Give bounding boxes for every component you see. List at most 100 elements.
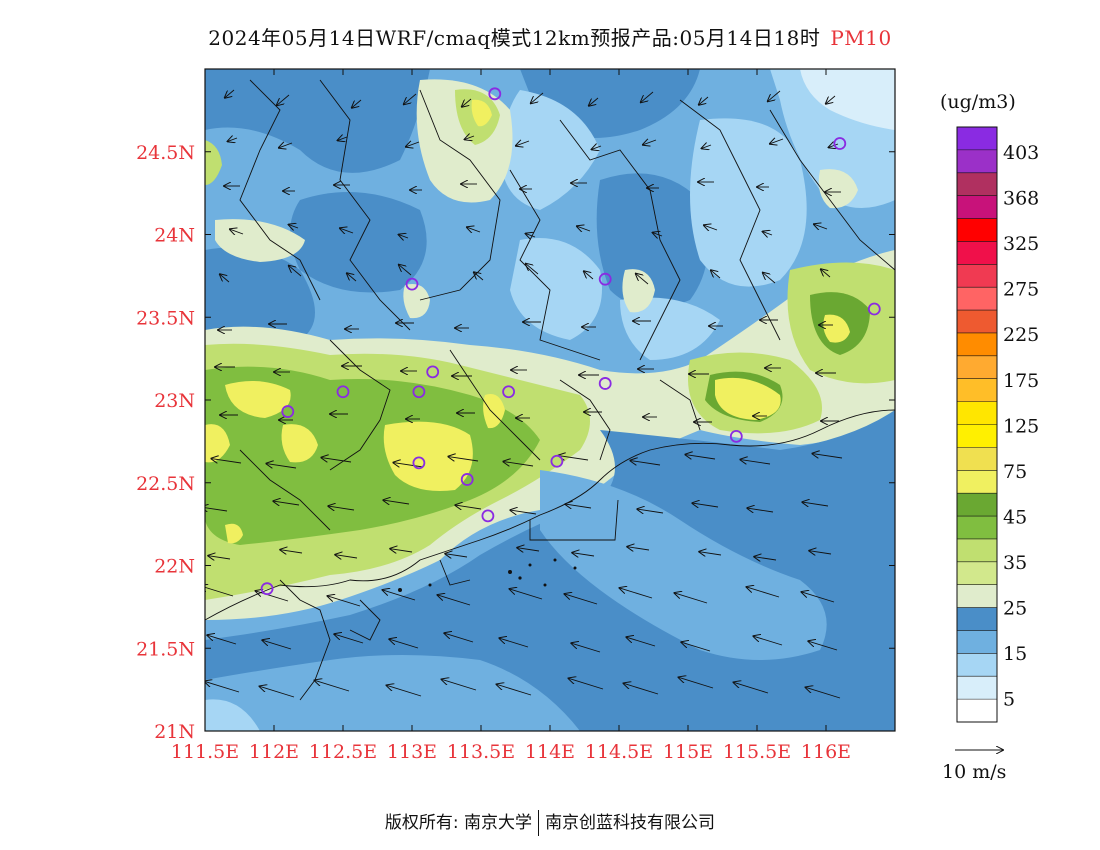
wind-arrow xyxy=(812,454,843,458)
legend-swatch xyxy=(957,287,997,311)
lat-tick-label: 22N xyxy=(154,556,195,578)
station-marker xyxy=(867,302,881,316)
legend-level-label: 125 xyxy=(1003,415,1039,437)
wind-arrow xyxy=(692,503,719,507)
wind-arrow xyxy=(711,270,721,279)
legend-frame xyxy=(956,126,998,723)
field-5-15-e xyxy=(620,297,720,360)
wind-arrow xyxy=(584,271,594,280)
legend-swatch xyxy=(957,699,997,723)
wind-arrow xyxy=(448,457,479,461)
wind-arrow xyxy=(280,550,303,553)
wind-arrow xyxy=(279,143,293,148)
legend-level-label: 275 xyxy=(1003,279,1039,301)
wind-arrow xyxy=(681,642,711,652)
wind-arrow xyxy=(387,685,422,697)
legend-swatch xyxy=(957,218,997,242)
field-75-d xyxy=(383,421,473,491)
wind-arrow xyxy=(277,94,290,105)
legend-swatch xyxy=(957,607,997,631)
station-marker xyxy=(550,454,564,468)
wind-arrow xyxy=(205,586,234,597)
legend-unit: (ug/m3) xyxy=(940,91,1016,113)
station-markers xyxy=(260,87,881,596)
wind-arrow xyxy=(637,509,664,513)
lon-tick-label: 115.5E xyxy=(723,741,791,763)
wind-arrow xyxy=(230,229,244,234)
station-marker xyxy=(412,385,426,399)
legend-swatch xyxy=(957,561,997,586)
wind-arrow xyxy=(207,635,237,645)
footer: 版权所有: 南京大学 南京创蓝科技有限公司 xyxy=(0,808,1100,836)
lat-tick-label: 21N xyxy=(154,721,195,743)
legend-swatch xyxy=(957,310,997,334)
wind-arrow xyxy=(389,639,419,649)
lon-tick-label: 115E xyxy=(663,741,713,763)
wind-arrow xyxy=(465,136,475,139)
wind-arrow xyxy=(620,588,653,599)
legend-swatch xyxy=(957,653,997,677)
legend-swatch xyxy=(957,332,997,357)
legend-level-label: 403 xyxy=(1003,142,1039,164)
legend-level-label: 25 xyxy=(1003,598,1027,620)
wind-arrow xyxy=(626,637,656,647)
wind-arrow xyxy=(624,683,659,695)
station-marker xyxy=(598,377,612,390)
lat-tick-label: 21.5N xyxy=(136,638,195,660)
lat-tick-label: 22.5N xyxy=(136,473,195,495)
field-75-c xyxy=(281,424,318,463)
wind-arrow xyxy=(740,460,771,464)
lat-tick-label: 23.5N xyxy=(136,307,195,329)
wind-arrow xyxy=(399,235,409,238)
legend-level-label: 175 xyxy=(1003,370,1039,392)
legend-swatch xyxy=(957,378,997,403)
wind-arrow xyxy=(467,227,481,232)
wind-arrow xyxy=(753,636,783,646)
wind-arrow xyxy=(315,680,350,692)
wind-arrow xyxy=(340,228,354,233)
wind-arrow xyxy=(228,138,238,141)
wind-arrow xyxy=(399,265,412,276)
concentration-field xyxy=(205,69,895,731)
legend-labels: 403 368 325 275 225 175 125 75 45 35 25 15 5 xyxy=(1003,142,1039,711)
wind-arrow xyxy=(747,508,774,512)
field-75-g xyxy=(823,314,850,343)
wind-arrow xyxy=(763,273,776,284)
wind-arrow xyxy=(338,137,348,140)
wind-arrow xyxy=(273,501,300,505)
legend-swatch xyxy=(957,195,997,219)
map-axes: 111.5E 112E 112.5E 113E 113.5E 114E 114.5E 115E… xyxy=(136,69,895,763)
lon-tick-label: 113.5E xyxy=(447,741,515,763)
wind-arrow xyxy=(675,593,708,604)
legend-level-label: 35 xyxy=(1003,552,1027,574)
field-25-35-n3 xyxy=(622,269,655,313)
legend-swatch xyxy=(957,172,997,197)
wind-arrow xyxy=(826,95,836,104)
legend-level-label: 368 xyxy=(1003,188,1039,210)
boundaries xyxy=(205,79,895,701)
footer-left: 版权所有: 南京大学 xyxy=(384,813,533,833)
wind-arrow xyxy=(802,592,835,603)
legend-swatch xyxy=(957,424,997,448)
wind-arrow xyxy=(531,92,544,103)
lon-tick-label: 116E xyxy=(801,741,851,763)
wind-arrow xyxy=(592,146,602,149)
legend-swatch xyxy=(957,516,997,540)
title-main: 2024年05月14日WRF/cmaq模式12km预报产品:05月14日18时 xyxy=(208,26,821,50)
wind-vectors xyxy=(205,89,843,699)
legend-level-label: 325 xyxy=(1003,233,1039,255)
wind-arrow xyxy=(444,633,474,643)
wind-arrow xyxy=(393,463,424,467)
wind-arrow xyxy=(474,272,484,281)
wind-arrow xyxy=(829,144,839,147)
wind-arrow xyxy=(497,684,532,696)
wind-arrow xyxy=(383,590,416,601)
wind-arrow xyxy=(565,504,592,508)
station-marker xyxy=(729,430,743,443)
legend-swatch xyxy=(957,355,997,380)
wind-arrow xyxy=(747,587,780,598)
station-marker xyxy=(460,473,474,486)
wind-arrow xyxy=(577,226,591,231)
wind-arrow xyxy=(558,456,589,460)
wind-arrow xyxy=(808,641,838,651)
